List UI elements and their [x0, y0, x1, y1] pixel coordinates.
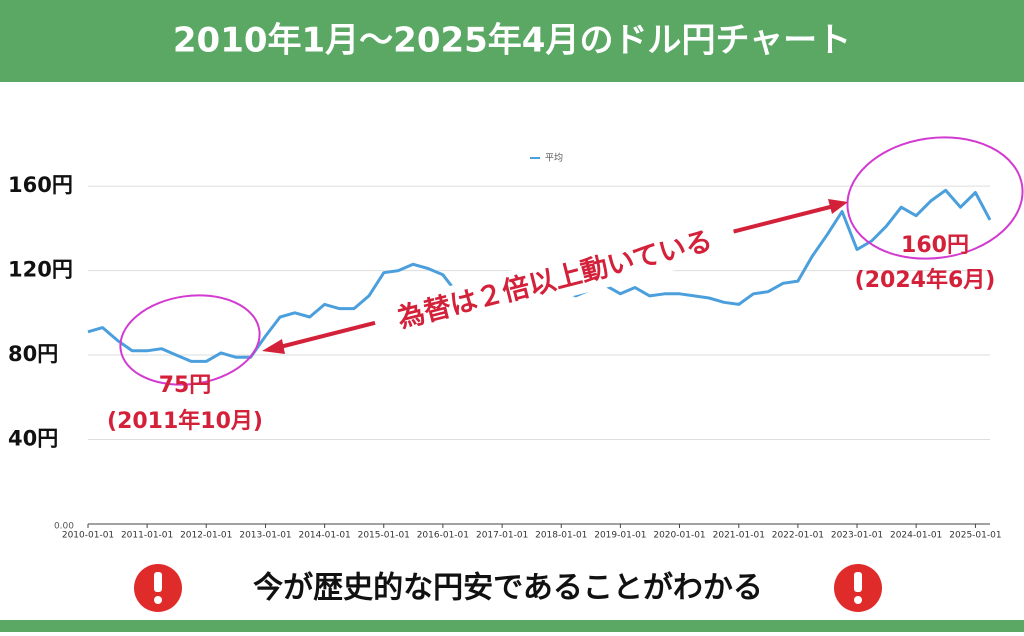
warning-icon: [834, 564, 882, 612]
highlight-circle: [119, 294, 261, 386]
bottom-strip: [0, 620, 1024, 632]
annotation: (2024年6月): [855, 267, 996, 293]
x-tick-label: 2025-01-01: [949, 531, 1001, 541]
annotation: 160円: [901, 233, 969, 258]
y-tick-label: 120円: [8, 258, 73, 282]
x-tick-label: 2014-01-01: [298, 531, 350, 541]
title-banner: [0, 0, 1024, 82]
x-tick-label: 2012-01-01: [180, 531, 232, 541]
x-tick-label: 2018-01-01: [535, 531, 587, 541]
annotation: 75円: [159, 373, 212, 398]
caption: 今が歴史的な円安であることがわかる: [253, 571, 763, 606]
x-tick-label: 2017-01-01: [476, 531, 528, 541]
x-tick-label: 2010-01-01: [62, 531, 114, 541]
x-tick-label: 2015-01-01: [358, 531, 410, 541]
x-tick-label: 2013-01-01: [239, 531, 291, 541]
legend-label: 平均: [545, 152, 563, 164]
highlight-circle: [846, 136, 1024, 260]
x-tick-label: 2019-01-01: [594, 531, 646, 541]
x-tick-label: 2024-01-01: [890, 531, 942, 541]
annotation: 為替は２倍以上動いている: [394, 224, 715, 334]
y-tick-label: 160円: [8, 173, 73, 197]
annotation: (2011年10月): [107, 408, 263, 434]
chart-title: 2010年1月〜2025年4月のドル円チャート: [173, 21, 851, 61]
x-tick-label: 2020-01-01: [653, 531, 705, 541]
x-tick-label: 2016-01-01: [417, 531, 469, 541]
arrow-label-bg: [370, 215, 740, 345]
x-tick-label: 2021-01-01: [713, 531, 765, 541]
warning-icon: [134, 564, 182, 612]
y-tick-label: 40円: [8, 427, 58, 451]
y-tick-label: 80円: [8, 342, 58, 366]
x-tick-label: 2022-01-01: [772, 531, 824, 541]
x-tick-label: 2023-01-01: [831, 531, 883, 541]
x-tick-label: 2011-01-01: [121, 531, 173, 541]
y-tick-label: 0.00: [54, 522, 74, 532]
